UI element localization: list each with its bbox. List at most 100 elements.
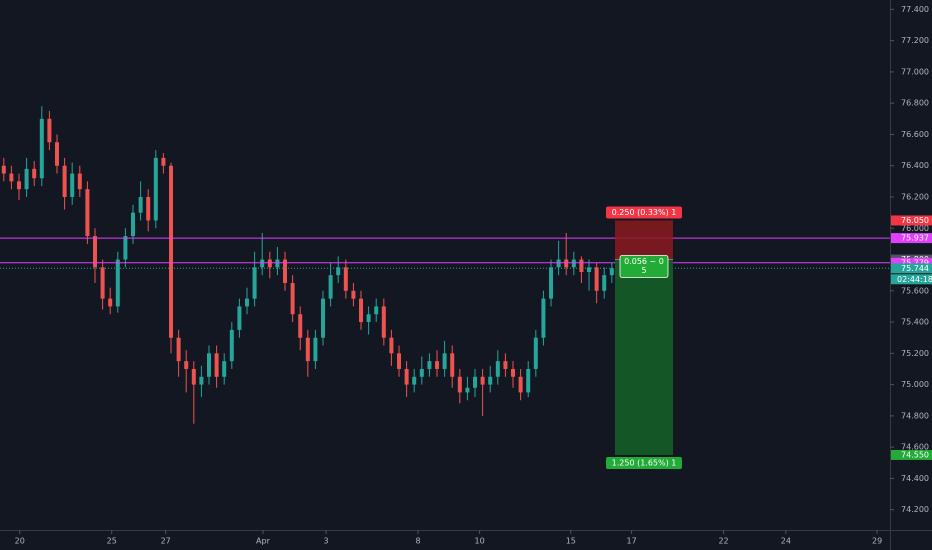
price-label: 75.744 bbox=[901, 264, 929, 273]
stop-zone bbox=[615, 220, 673, 260]
target-label-bg bbox=[606, 456, 682, 469]
candle-body bbox=[457, 376, 462, 393]
candle-body bbox=[108, 298, 113, 307]
candle-body bbox=[146, 196, 151, 221]
candle-body bbox=[229, 329, 234, 362]
candle-body bbox=[55, 142, 60, 166]
candle-body bbox=[465, 387, 470, 393]
candle-body bbox=[199, 376, 204, 385]
x-tick-label: 24 bbox=[781, 537, 791, 546]
price-label: 75.779 bbox=[901, 258, 929, 267]
candle-body bbox=[138, 196, 143, 213]
candle-body bbox=[77, 173, 82, 190]
candle-body bbox=[184, 361, 189, 369]
price-label-bg bbox=[891, 215, 932, 226]
x-tick-label: 22 bbox=[718, 537, 728, 546]
x-tick-label: 29 bbox=[872, 537, 882, 546]
candle-body bbox=[366, 314, 371, 323]
candle-body bbox=[237, 306, 242, 330]
x-tick-label: 17 bbox=[626, 537, 636, 546]
candle-body bbox=[313, 337, 318, 362]
y-tick-label: 75.000 bbox=[901, 380, 929, 389]
x-tick-label: 20 bbox=[15, 537, 25, 546]
candle-body bbox=[511, 368, 516, 377]
candle-body bbox=[267, 259, 272, 268]
candle-body bbox=[169, 165, 174, 338]
candle-body bbox=[571, 259, 576, 268]
candle-body bbox=[32, 168, 37, 179]
candle-body bbox=[495, 361, 500, 377]
candle-body bbox=[609, 268, 614, 276]
candle-body bbox=[435, 361, 440, 369]
y-tick-label: 77.200 bbox=[901, 36, 929, 45]
x-tick-label: 15 bbox=[566, 537, 576, 546]
y-tick-label: 77.400 bbox=[901, 5, 929, 14]
candle-body bbox=[556, 259, 561, 268]
candle-body bbox=[526, 368, 531, 393]
candle-body bbox=[47, 118, 52, 143]
candle-body bbox=[115, 259, 120, 307]
candle-body bbox=[161, 157, 166, 166]
y-tick-label: 77.000 bbox=[901, 67, 929, 76]
y-tick-label: 74.400 bbox=[901, 474, 929, 483]
candle-body bbox=[587, 267, 592, 273]
countdown-bg bbox=[891, 274, 932, 285]
stats-label: 0.056 ~ 0 bbox=[624, 257, 664, 266]
target-zone bbox=[615, 259, 673, 455]
price-label-bg bbox=[891, 263, 932, 274]
candle-body bbox=[214, 353, 219, 377]
candle-body bbox=[549, 267, 554, 299]
candle-body bbox=[602, 275, 607, 291]
candle-body bbox=[336, 267, 341, 276]
price-label-bg bbox=[891, 257, 932, 268]
candle-body bbox=[222, 361, 227, 377]
stop-label-bg bbox=[606, 206, 682, 219]
y-tick-label: 76.200 bbox=[901, 192, 929, 201]
candle-body bbox=[503, 361, 508, 369]
candle-body bbox=[473, 376, 478, 388]
candle-body bbox=[62, 165, 67, 197]
candle-body bbox=[207, 353, 212, 377]
candle-body bbox=[343, 267, 348, 291]
price-label: 75.937 bbox=[901, 234, 929, 243]
x-tick-label: 3 bbox=[324, 537, 329, 546]
y-tick-label: 76.400 bbox=[901, 161, 929, 170]
candle-body bbox=[39, 118, 44, 179]
candle-body bbox=[374, 306, 379, 315]
y-tick-label: 76.600 bbox=[901, 130, 929, 139]
x-tick-label: Apr bbox=[256, 537, 271, 546]
y-tick-label: 74.800 bbox=[901, 411, 929, 420]
stats-bg bbox=[619, 255, 669, 278]
candle-body bbox=[359, 298, 364, 323]
candle-body bbox=[153, 157, 158, 221]
y-tick-label: 76.800 bbox=[901, 99, 929, 108]
countdown: 02:44:18 bbox=[897, 275, 932, 284]
price-label-bg bbox=[891, 233, 932, 244]
candle-body bbox=[252, 267, 257, 299]
candle-body bbox=[404, 368, 409, 385]
candle-body bbox=[412, 376, 417, 385]
x-tick-label: 25 bbox=[107, 537, 117, 546]
y-tick-label: 75.200 bbox=[901, 349, 929, 358]
candle-body bbox=[283, 259, 288, 283]
candle-body bbox=[17, 181, 22, 190]
x-tick-label: 8 bbox=[415, 537, 420, 546]
candle-body bbox=[9, 173, 14, 182]
candle-body bbox=[397, 353, 402, 369]
target-label: 1.250 (1.65%) 1 bbox=[612, 458, 677, 467]
candle-body bbox=[351, 290, 356, 299]
y-tick-label: 74.600 bbox=[901, 443, 929, 452]
candle-body bbox=[321, 298, 326, 338]
candle-body bbox=[70, 173, 75, 197]
price-label-bg bbox=[891, 449, 932, 460]
candle-body bbox=[427, 361, 432, 369]
candle-body bbox=[579, 259, 584, 273]
candle-body bbox=[328, 275, 333, 299]
candle-body bbox=[305, 337, 310, 362]
candle-body bbox=[131, 212, 136, 237]
y-tick-label: 75.400 bbox=[901, 318, 929, 327]
candle-body bbox=[275, 259, 280, 268]
candle-body bbox=[100, 267, 105, 299]
x-tick-label: 27 bbox=[161, 537, 171, 546]
